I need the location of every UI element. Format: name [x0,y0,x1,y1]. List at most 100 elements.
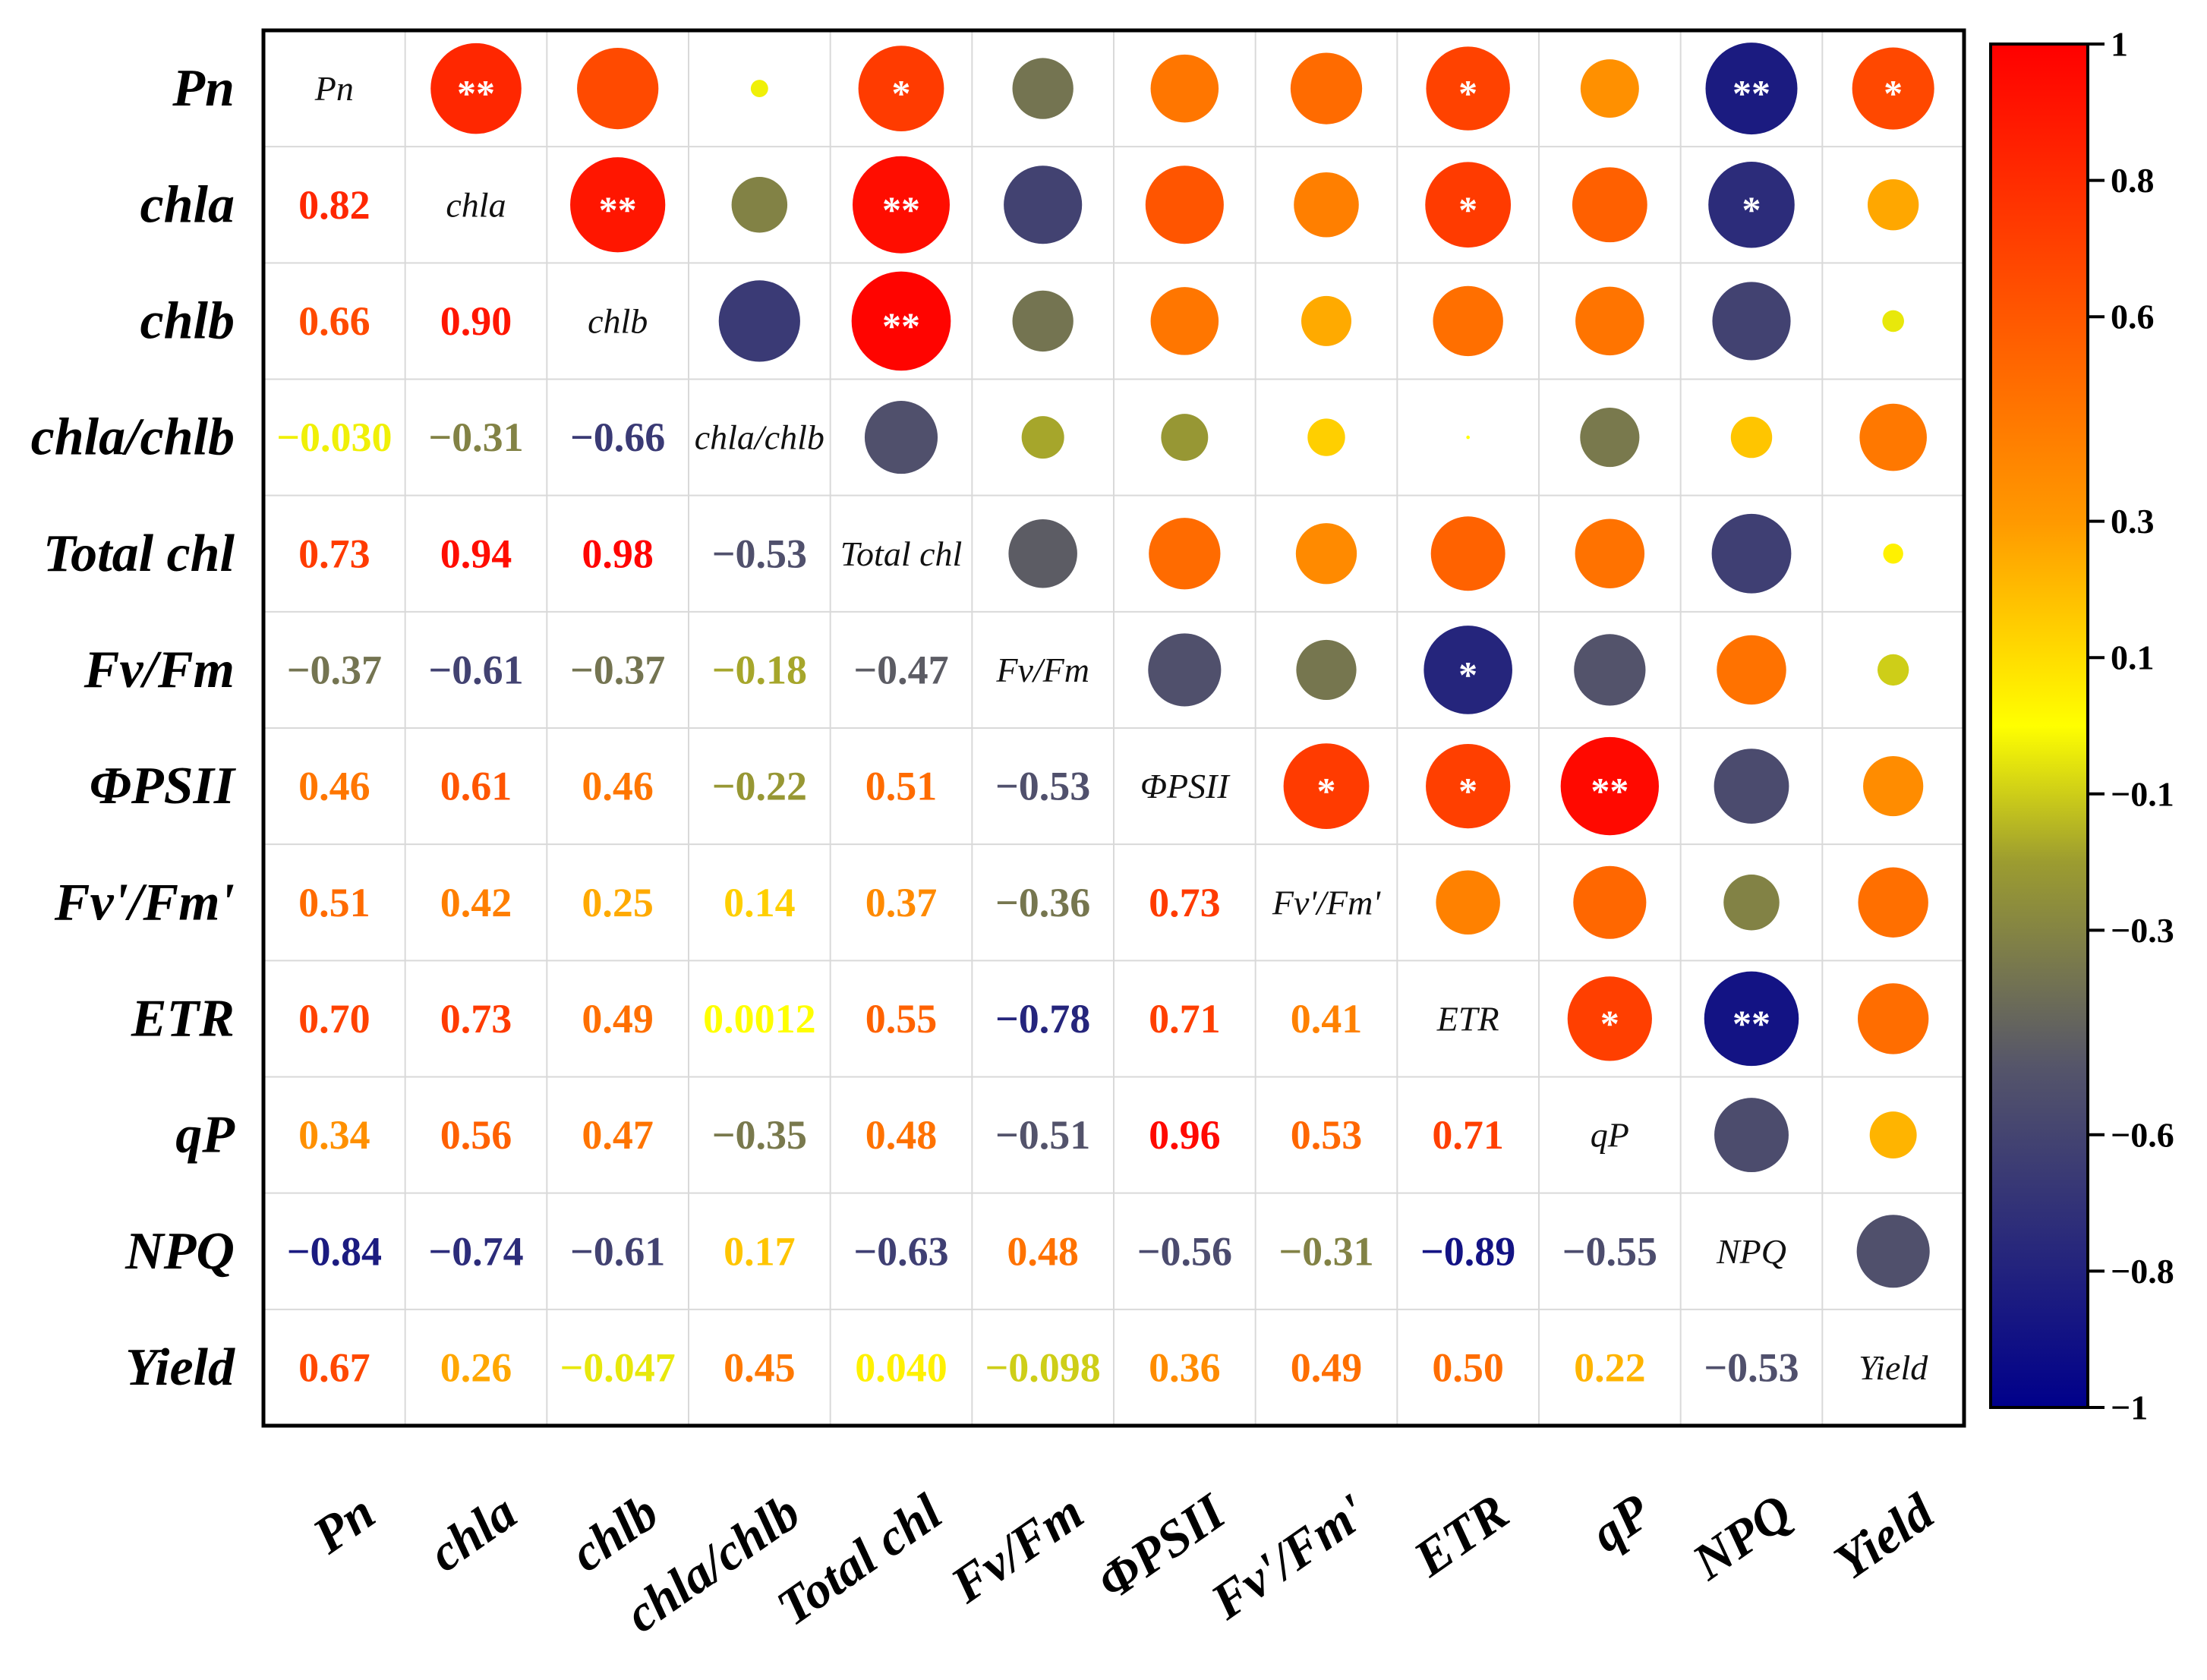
row-labels: Pn chla chlb chla/chlb Total chl Fv/Fm ΦPSII Fv… [31,59,237,1397]
correlation-circle-chla-chlb-total-chl [864,401,938,474]
coefficient-label-qp-chlb: 0.47 [582,1112,654,1158]
significance-marker: ** [1732,72,1770,115]
significance-marker: ** [1732,1002,1770,1045]
correlation-circle-fv-fm-qp [1574,634,1646,706]
colorbar-tick-label: 1 [2111,25,2128,64]
diagonal-label-yield: Yield [1859,1348,1928,1387]
diagonal-label-pn: Pn [314,69,354,108]
diagonal-label-npq: NPQ [1716,1232,1786,1271]
coefficient-label-yield-npq: −0.53 [1704,1344,1799,1390]
correlation-circle-pn-fv-fm [1012,58,1074,119]
coefficient-label-yield-chla-chlb: 0.45 [724,1344,796,1390]
coefficient-label-fv-fm-chla: 0.42 [440,880,512,925]
matrix-frame [261,28,1966,1428]
coefficient-label-phipsii-chla-chlb: −0.22 [712,764,807,809]
row-label-chlb: chlb [140,292,235,350]
significance-marker: * [1317,770,1336,812]
coefficient-label-chla-chlb-chlb: −0.66 [570,414,665,460]
significance-marker: * [1458,72,1477,115]
diagonal-label-phipsii: ΦPSII [1140,767,1231,805]
colorbar-gradient-bar [1989,43,2089,1409]
row-label-chla-chlb: chla/chlb [31,408,235,467]
coefficient-label-fv-fm-total-chl: 0.37 [865,880,938,925]
coefficient-label-etr-fv-fm: 0.41 [1291,996,1363,1042]
correlation-circle-chla-qp [1572,167,1647,243]
coefficient-label-etr-total-chl: 0.55 [865,996,938,1042]
correlation-circle-chla-chlb-fv-fm [1021,416,1064,459]
correlation-circle-chla-etr [1425,162,1512,248]
coefficient-label-chla-pn: 0.82 [298,182,370,228]
correlation-circle-chlb-phipsii [1150,287,1219,355]
significance-marker: ** [457,72,495,115]
column-label-qp: qP [1580,1483,1660,1563]
coefficient-label-yield-etr: 0.50 [1432,1344,1504,1390]
coefficient-label-qp-chla: 0.56 [440,1112,512,1158]
correlation-circle-pn-etr [1426,46,1510,131]
coefficient-label-qp-chla-chlb: −0.35 [712,1112,807,1158]
significance-marker: ** [1591,770,1628,812]
column-label-pn: Pn [302,1483,385,1565]
correlation-circle-total-chl-qp [1575,518,1645,588]
coefficient-label-etr-chla: 0.73 [440,996,512,1042]
coefficient-label-fv-fm-phipsii: 0.73 [1149,880,1221,925]
cell-layer: Pn ** * * ** *0.82 chla ** ** * *0.66 0.90 chlb **−0.… [276,43,1934,1390]
correlation-circle-chlb-etr [1433,285,1503,357]
diagonal-label-chla: chla [446,185,506,224]
coefficient-label-fv-fm-chlb: −0.37 [570,647,665,692]
correlation-circle-fv-fm-phipsii [1148,633,1222,707]
correlation-circle-fv-fm-etr [1424,626,1512,714]
diagonal-label-fv-fm: Fv'/Fm' [1272,883,1381,922]
colorbar-tick-label: 0.3 [2111,502,2155,541]
correlation-circle-fv-fm-yield [1878,654,1909,686]
correlation-circle-chla-chlb-yield [1859,403,1927,471]
significance-marker: ** [882,304,920,347]
column-label-yield: Yield [1824,1482,1944,1590]
row-label-etr: ETR [131,989,235,1048]
coefficient-label-yield-chlb: −0.047 [560,1344,676,1390]
diagonal-label-qp: qP [1591,1116,1629,1155]
correlation-circle-pn-chla [430,43,522,134]
correlation-circle-chla-total-chl [853,156,950,254]
coefficient-label-phipsii-pn: 0.46 [298,764,370,809]
correlation-circle-total-chl-yield [1883,544,1903,564]
coefficient-label-fv-fm-chla: −0.61 [428,647,523,692]
correlation-circle-etr-npq [1704,971,1799,1067]
correlation-circle-qp-yield [1869,1111,1917,1159]
coefficient-label-qp-fv-fm: −0.51 [995,1112,1090,1158]
diagonal-label-total-chl: Total chl [840,534,963,573]
coefficient-label-yield-fv-fm: 0.49 [1291,1344,1363,1390]
correlation-circle-qp-npq [1714,1098,1789,1173]
coefficient-label-fv-fm-chlb: 0.25 [582,880,654,925]
colorbar-tick-label: −0.8 [2111,1252,2174,1291]
coefficient-label-phipsii-chlb: 0.46 [582,764,654,809]
correlation-circle-total-chl-fv-fm [1295,523,1357,585]
correlation-circle-phipsii-npq [1714,749,1789,824]
colorbar-tick-label: −1 [2111,1388,2148,1427]
correlation-circle-pn-npq [1705,43,1798,135]
correlation-circle-npq-yield [1856,1215,1930,1288]
coefficient-label-etr-fv-fm: −0.78 [995,996,1090,1042]
coefficient-label-fv-fm-pn: −0.37 [287,647,382,692]
correlation-circle-phipsii-qp [1560,736,1659,836]
coefficient-label-chla-chlb-pn: −0.030 [276,414,392,460]
significance-marker: ** [599,188,637,231]
correlation-circle-chla-chla-chlb [731,177,788,233]
coefficient-label-qp-pn: 0.34 [298,1112,370,1158]
coefficient-label-npq-phipsii: −0.56 [1137,1228,1232,1274]
correlation-circle-pn-chla-chlb [750,80,768,98]
correlation-circle-fv-fm-etr [1436,870,1500,935]
correlation-circle-pn-fv-fm [1290,52,1363,125]
row-label-total-chl: Total chl [43,525,235,583]
correlation-circle-chla-fv-fm [1294,172,1359,238]
correlation-circle-chla-fv-fm [1004,165,1083,244]
coefficient-label-qp-etr: 0.71 [1432,1112,1504,1158]
row-label-yield: Yield [125,1338,235,1397]
correlation-circle-chla-npq [1708,161,1795,248]
colorbar-tick-label: 0.6 [2111,298,2155,336]
coefficient-label-fv-fm-total-chl: −0.47 [853,647,948,692]
correlation-circle-fv-fm-npq [1717,635,1786,705]
significance-marker: * [1600,1002,1619,1045]
coefficient-label-total-chl-chla-chlb: −0.53 [712,531,807,576]
correlation-circle-chlb-fv-fm [1012,290,1074,352]
